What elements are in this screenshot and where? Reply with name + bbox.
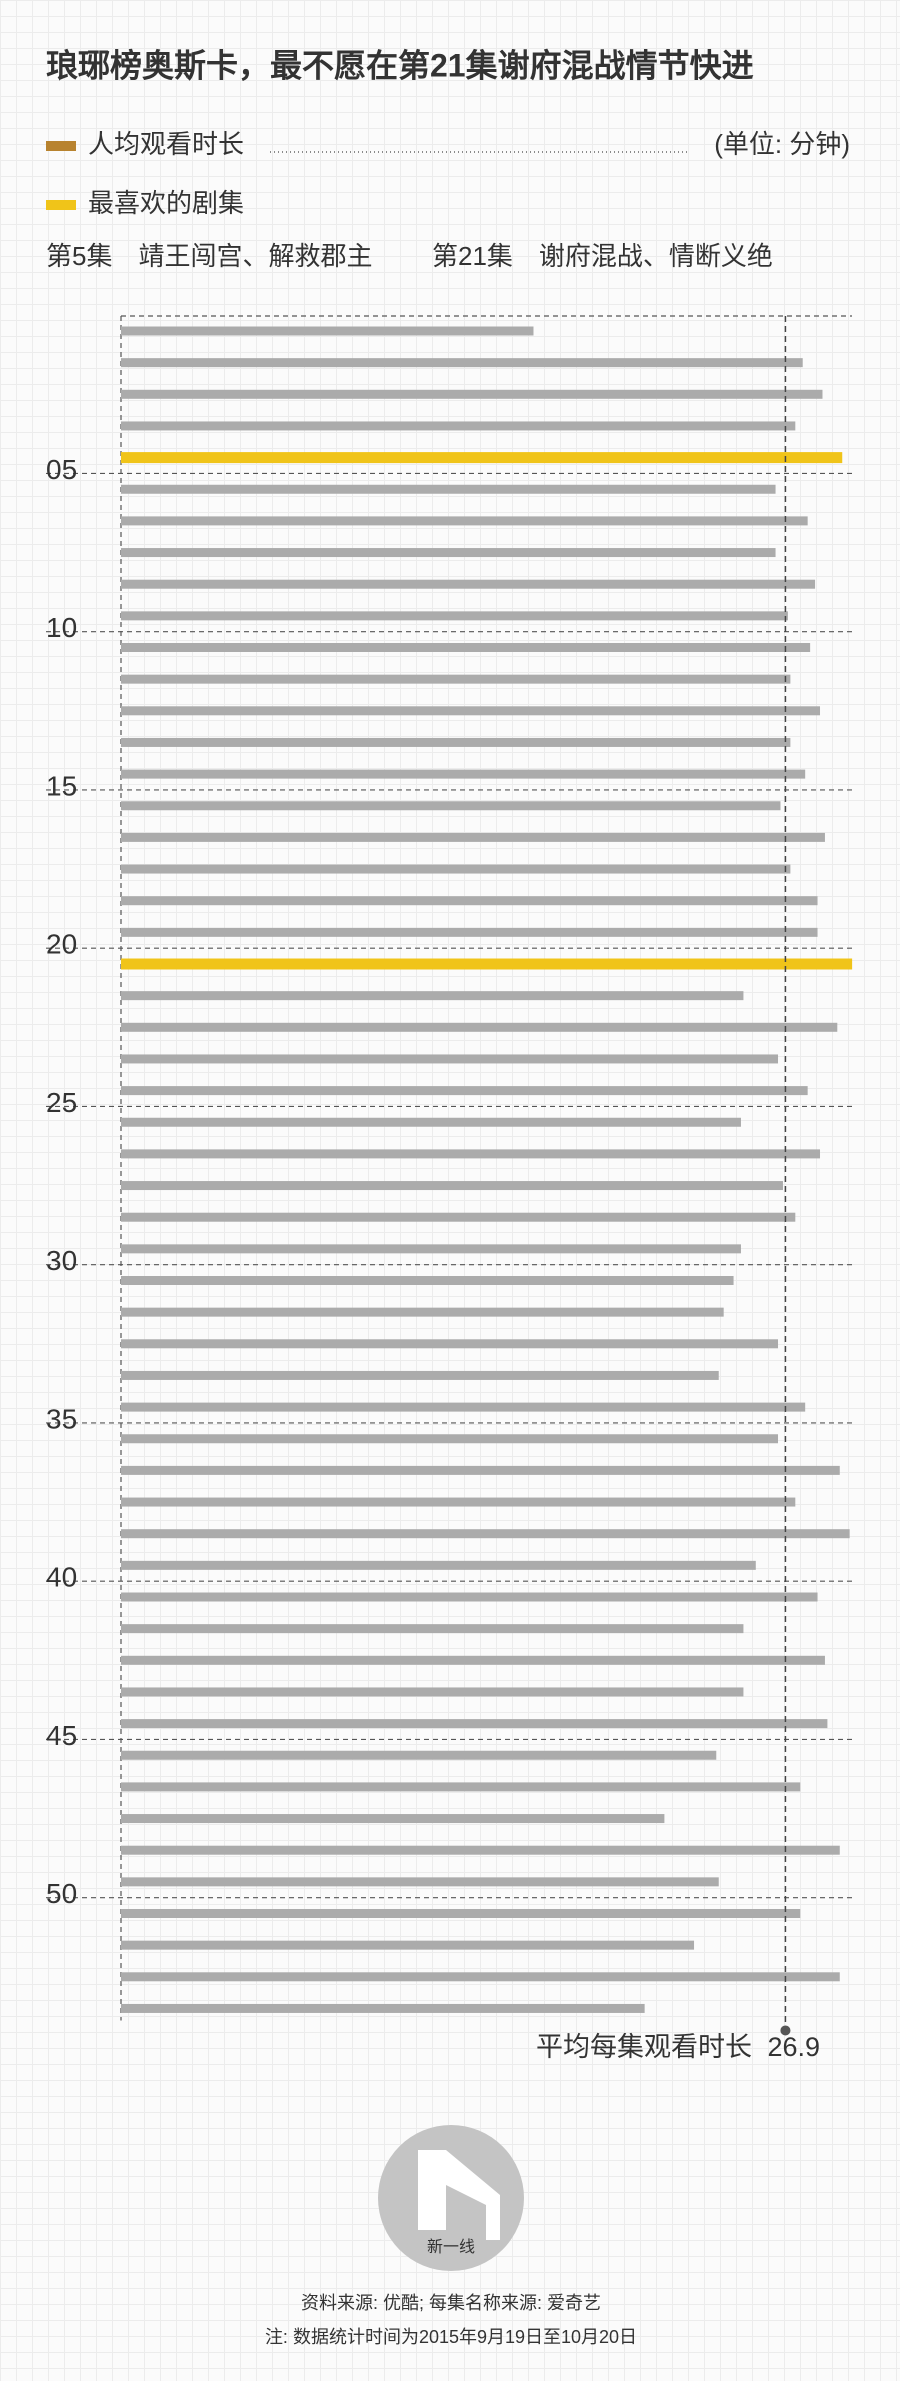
y-tick-label: 05	[46, 454, 77, 485]
bar	[121, 1877, 719, 1887]
legend-swatch	[46, 141, 76, 151]
bar	[121, 643, 811, 652]
bar	[121, 1212, 796, 1222]
bar	[121, 1465, 840, 1475]
annotation: 第21集 谢府混战、情断义绝	[432, 241, 773, 271]
bar	[121, 1624, 744, 1634]
average-dot	[780, 2025, 791, 2036]
footer-note: 注: 数据统计时间为2015年9月19日至10月20日	[265, 2327, 637, 2347]
bar	[121, 484, 776, 494]
y-tick-label: 45	[46, 1720, 77, 1751]
bar	[121, 1909, 801, 1918]
bar	[121, 358, 803, 368]
bar	[121, 1402, 806, 1412]
bar	[121, 991, 744, 1001]
bar	[121, 801, 781, 811]
logo-mark	[418, 2150, 500, 2240]
bar	[121, 389, 823, 399]
bar	[121, 1117, 741, 1127]
bar	[121, 1434, 779, 1444]
bar	[121, 1719, 828, 1729]
annotation: 第5集 靖王闯宫、解救郡主	[46, 241, 372, 271]
bar	[121, 1845, 840, 1855]
bar	[121, 2003, 645, 2013]
bar	[121, 958, 853, 970]
bar	[121, 1307, 724, 1317]
bar	[121, 1972, 840, 1982]
bar	[121, 1497, 796, 1507]
y-tick-label: 10	[46, 612, 77, 643]
y-tick-label: 35	[46, 1403, 77, 1434]
y-tick-label: 40	[46, 1562, 77, 1593]
bar	[121, 1687, 744, 1697]
bar	[121, 1592, 818, 1602]
bar	[121, 579, 816, 589]
bar	[121, 1054, 779, 1064]
bar	[121, 896, 818, 906]
bar	[121, 1339, 779, 1349]
unit-label: (单位: 分钟)	[714, 129, 850, 159]
bar	[121, 611, 788, 621]
bar	[121, 421, 796, 431]
bar	[121, 1181, 783, 1191]
average-value: 26.9	[767, 2032, 820, 2062]
y-tick-label: 20	[46, 929, 77, 960]
bar	[121, 516, 808, 526]
footer-source: 资料来源: 优酷; 每集名称来源: 爱奇艺	[301, 2293, 601, 2313]
bar	[121, 1529, 850, 1539]
bar	[121, 832, 825, 842]
bar	[121, 769, 806, 779]
bar	[121, 1022, 838, 1032]
bar	[121, 1814, 665, 1824]
bar	[121, 706, 821, 716]
bar	[121, 1750, 717, 1760]
logo-text: 新一线	[427, 2238, 475, 2256]
bar	[121, 326, 534, 336]
y-tick-label: 25	[46, 1087, 77, 1118]
y-tick-label: 30	[46, 1245, 77, 1276]
bar	[121, 674, 791, 684]
legend-label: 人均观看时长	[88, 129, 244, 159]
bar	[121, 864, 791, 874]
bar	[121, 1086, 808, 1096]
bar	[121, 1560, 756, 1570]
bar	[121, 1276, 734, 1285]
bar	[121, 927, 818, 937]
y-tick-label: 15	[46, 770, 77, 801]
legend-swatch	[46, 200, 76, 210]
bar	[121, 1782, 801, 1792]
legend-label: 最喜欢的剧集	[88, 188, 244, 218]
y-tick-label: 50	[46, 1878, 77, 1909]
chart-title: 琅琊榜奥斯卡，最不愿在第21集谢府混战情节快进	[46, 47, 754, 83]
bar	[121, 1149, 821, 1159]
bar	[121, 737, 791, 747]
bar	[121, 1370, 719, 1380]
bar	[121, 452, 843, 464]
bar	[121, 1940, 695, 1950]
bar	[121, 1244, 741, 1254]
bar	[121, 548, 776, 558]
bar	[121, 1655, 825, 1665]
average-label: 平均每集观看时长	[536, 2032, 752, 2062]
